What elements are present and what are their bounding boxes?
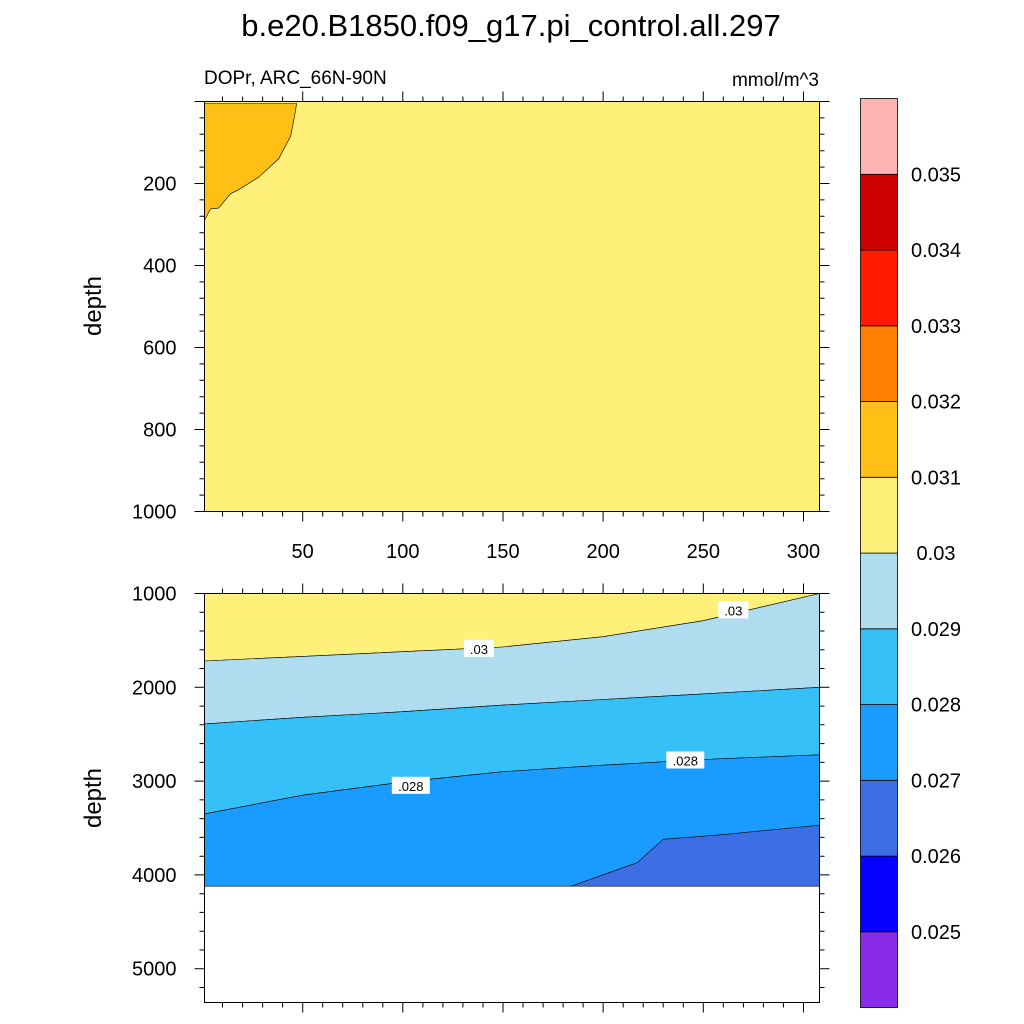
y-tick-label: 4000 <box>132 865 177 887</box>
colorbar-box <box>860 931 898 1008</box>
colorbar-level-label: 0.032 <box>911 392 961 414</box>
colorbar: 0.025 0.026 0.027 0.028 0.029 0.03 0.031 0.032 0… <box>860 98 961 1008</box>
colorbar-level-label: 0.035 <box>911 164 961 186</box>
x-tick-label: 300 <box>787 541 820 563</box>
upper-y-tick-labels: 200 400 600 800 1000 <box>132 174 177 524</box>
colorbar-level-label: 0.025 <box>911 922 961 944</box>
lower-contour-labels: .03 .03 .028 .028 <box>391 601 749 794</box>
y-tick-label: 600 <box>143 338 176 360</box>
upper-y-axis-label: depth <box>80 276 107 336</box>
contour-label-bg <box>391 776 430 794</box>
colorbar-boxes <box>860 98 898 1008</box>
colorbar-level-label: 0.026 <box>911 846 961 868</box>
y-tick-label: 1000 <box>132 584 177 606</box>
colorbar-box <box>860 98 898 175</box>
colorbar-level-label: 0.031 <box>911 467 961 489</box>
y-tick-label: 3000 <box>132 771 177 793</box>
contour-label: .028 <box>391 776 430 794</box>
y-tick-label: 800 <box>143 420 176 442</box>
upper-x-tick-labels: 50 100 150 200 250 300 <box>292 541 821 563</box>
contour-fill-background <box>204 101 820 512</box>
colorbar-box <box>860 779 898 857</box>
upper-panel: 200 400 600 800 1000 50 100 150 200 250 300 depth <box>80 91 830 563</box>
colorbar-level-label: 0.033 <box>911 316 961 338</box>
x-tick-label: 100 <box>386 541 419 563</box>
y-tick-label: 2000 <box>132 677 177 699</box>
lower-plot-frame <box>204 593 820 1003</box>
contour-label-text: .03 <box>470 642 488 657</box>
upper-tick-marks <box>194 91 830 522</box>
colorbar-level-label: 0.03 <box>917 543 956 565</box>
contour-label: .028 <box>666 751 705 769</box>
colorbar-level-label: 0.029 <box>911 619 961 641</box>
colorbar-box <box>860 552 898 630</box>
contour-label-text: .03 <box>724 603 742 618</box>
colorbar-level-label: 0.028 <box>911 695 961 717</box>
upper-plot-frame <box>204 101 820 512</box>
lower-y-axis-label: depth <box>80 768 107 828</box>
y-tick-label: 400 <box>143 256 176 278</box>
y-tick-label: 200 <box>143 174 176 196</box>
contour-label: .03 <box>718 601 749 619</box>
contour-fill-0.031-0.032 <box>204 103 297 221</box>
y-tick-label: 1000 <box>132 502 177 524</box>
contour-label-bg <box>718 601 749 619</box>
left-string: DOPr, ARC_66N-90N <box>204 68 387 89</box>
x-tick-label: 200 <box>586 541 619 563</box>
colorbar-box <box>860 628 898 705</box>
tick-marks <box>194 91 830 522</box>
colorbar-box <box>860 401 898 478</box>
colorbar-level-label: 0.034 <box>911 240 961 262</box>
y-tick-label: 5000 <box>132 959 177 981</box>
lower-contour-fills <box>204 593 820 887</box>
colorbar-box <box>860 325 898 402</box>
contour-label: .03 <box>463 639 494 657</box>
colorbar-box <box>860 704 898 781</box>
colorbar-labels: 0.025 0.026 0.027 0.028 0.029 0.03 0.031 0.032 0… <box>911 164 961 944</box>
colorbar-box <box>860 476 898 554</box>
x-tick-label: 50 <box>292 541 314 563</box>
contour-label-text: .028 <box>673 753 698 768</box>
upper-contour-fills <box>204 101 820 512</box>
units-label: mmol/m^3 <box>732 70 819 91</box>
lower-y-tick-labels: 1000 2000 3000 4000 5000 <box>132 584 177 981</box>
colorbar-box <box>860 173 898 251</box>
chart-title: b.e20.B1850.f09_g17.pi_control.all.297 <box>241 8 781 43</box>
tick-marks <box>194 583 830 1013</box>
contour-label-bg <box>463 639 494 657</box>
colorbar-box <box>860 855 898 933</box>
colorbar-box <box>860 249 898 327</box>
contour-label-bg <box>666 751 705 769</box>
x-tick-label: 150 <box>486 541 519 563</box>
lower-panel: .03 .03 .028 .028 1000 2000 3000 4000 5000 dept… <box>80 583 830 1013</box>
colorbar-level-label: 0.027 <box>911 770 961 792</box>
lower-tick-marks <box>194 583 830 1013</box>
contour-label-text: .028 <box>398 779 423 794</box>
x-tick-label: 250 <box>687 541 720 563</box>
